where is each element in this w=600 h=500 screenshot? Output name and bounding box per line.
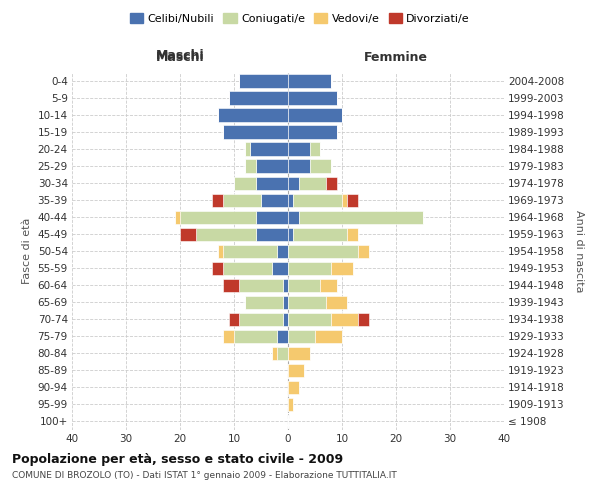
Bar (196, 228, 256, 241)
Y-axis label: Fasce di età: Fasce di età (22, 218, 32, 284)
Text: Femmine: Femmine (364, 50, 428, 64)
Bar (283, 278, 288, 292)
Bar (223, 244, 277, 258)
Bar (288, 92, 337, 104)
Bar (288, 347, 310, 360)
Bar (223, 126, 288, 138)
Bar (277, 244, 288, 258)
Bar (239, 312, 283, 326)
Bar (245, 296, 283, 309)
Bar (245, 142, 250, 156)
Bar (283, 312, 288, 326)
Bar (218, 244, 223, 258)
Text: COMUNE DI BROZOLO (TO) - Dati ISTAT 1° gennaio 2009 - Elaborazione TUTTITALIA.IT: COMUNE DI BROZOLO (TO) - Dati ISTAT 1° g… (12, 471, 397, 480)
Bar (358, 244, 369, 258)
Bar (299, 176, 326, 190)
Bar (310, 160, 331, 173)
Bar (288, 160, 310, 173)
Text: Maschi: Maschi (155, 49, 205, 62)
Bar (288, 244, 358, 258)
Bar (320, 278, 337, 292)
Bar (288, 364, 304, 377)
Bar (261, 194, 288, 207)
Text: Popolazione per età, sesso e stato civile - 2009: Popolazione per età, sesso e stato civil… (12, 452, 343, 466)
Bar (180, 228, 196, 241)
Bar (347, 228, 358, 241)
Bar (223, 278, 239, 292)
Bar (331, 262, 353, 275)
Bar (256, 210, 288, 224)
Bar (239, 278, 283, 292)
Bar (358, 312, 369, 326)
Bar (288, 108, 342, 122)
Bar (288, 142, 310, 156)
Bar (223, 262, 272, 275)
Bar (288, 262, 331, 275)
Bar (315, 330, 342, 343)
Bar (256, 176, 288, 190)
Y-axis label: Anni di nascita: Anni di nascita (574, 210, 584, 292)
Bar (293, 228, 347, 241)
Bar (310, 142, 320, 156)
Bar (239, 74, 288, 88)
Bar (288, 176, 299, 190)
Bar (272, 262, 288, 275)
Bar (342, 194, 347, 207)
Bar (256, 228, 288, 241)
Bar (347, 194, 358, 207)
Bar (283, 296, 288, 309)
Bar (288, 194, 293, 207)
Bar (234, 330, 277, 343)
Bar (326, 296, 347, 309)
Bar (223, 194, 261, 207)
Bar (212, 262, 223, 275)
Bar (288, 296, 326, 309)
Bar (180, 210, 256, 224)
Bar (288, 398, 293, 411)
Bar (288, 381, 299, 394)
Bar (175, 210, 180, 224)
Bar (218, 108, 288, 122)
Bar (326, 176, 337, 190)
Bar (288, 210, 299, 224)
Bar (245, 160, 256, 173)
Text: Maschi: Maschi (155, 50, 205, 64)
Bar (288, 228, 293, 241)
Bar (223, 330, 234, 343)
Bar (288, 126, 337, 138)
Bar (250, 142, 288, 156)
Bar (293, 194, 342, 207)
Bar (234, 176, 256, 190)
Bar (277, 347, 288, 360)
Bar (288, 278, 320, 292)
Bar (288, 74, 331, 88)
Bar (331, 312, 358, 326)
Bar (212, 194, 223, 207)
Bar (299, 210, 423, 224)
Bar (288, 312, 331, 326)
Bar (229, 312, 239, 326)
Bar (229, 92, 288, 104)
Bar (272, 347, 277, 360)
Bar (277, 330, 288, 343)
Legend: Celibi/Nubili, Coniugati/e, Vedovi/e, Divorziati/e: Celibi/Nubili, Coniugati/e, Vedovi/e, Di… (128, 10, 472, 26)
Bar (256, 160, 288, 173)
Bar (288, 330, 315, 343)
